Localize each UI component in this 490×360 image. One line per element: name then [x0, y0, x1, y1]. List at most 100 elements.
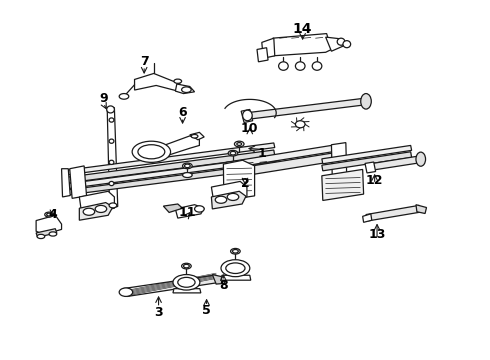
Text: 2: 2	[241, 177, 249, 190]
Polygon shape	[366, 206, 423, 221]
Polygon shape	[257, 48, 268, 62]
Polygon shape	[363, 214, 372, 222]
Text: 8: 8	[219, 279, 228, 292]
Polygon shape	[211, 191, 246, 209]
Polygon shape	[211, 181, 247, 202]
Ellipse shape	[227, 193, 239, 201]
Ellipse shape	[49, 232, 57, 236]
Ellipse shape	[337, 38, 345, 45]
Ellipse shape	[228, 150, 238, 156]
Ellipse shape	[343, 41, 351, 48]
Polygon shape	[68, 162, 277, 195]
Ellipse shape	[109, 118, 114, 122]
Polygon shape	[331, 143, 347, 182]
Ellipse shape	[226, 263, 245, 274]
Ellipse shape	[182, 263, 191, 269]
Polygon shape	[67, 150, 275, 183]
Text: 7: 7	[140, 55, 148, 68]
Polygon shape	[36, 215, 62, 235]
Ellipse shape	[416, 152, 425, 166]
Polygon shape	[175, 205, 204, 218]
Ellipse shape	[230, 152, 236, 155]
Polygon shape	[190, 132, 204, 140]
Polygon shape	[67, 143, 275, 175]
Ellipse shape	[109, 160, 114, 165]
Polygon shape	[223, 160, 255, 201]
Ellipse shape	[174, 79, 182, 83]
Ellipse shape	[47, 213, 51, 216]
Polygon shape	[79, 203, 113, 220]
Polygon shape	[122, 275, 220, 296]
Polygon shape	[70, 166, 87, 198]
Polygon shape	[36, 229, 57, 237]
Polygon shape	[273, 33, 331, 56]
Text: 14: 14	[293, 22, 312, 36]
Polygon shape	[366, 156, 423, 171]
Polygon shape	[79, 191, 114, 214]
Ellipse shape	[185, 164, 190, 168]
Ellipse shape	[279, 62, 288, 70]
Polygon shape	[226, 153, 332, 179]
Text: 12: 12	[366, 174, 383, 186]
Polygon shape	[241, 109, 253, 122]
Polygon shape	[326, 37, 343, 51]
Polygon shape	[62, 169, 70, 197]
Ellipse shape	[182, 87, 191, 93]
Text: 11: 11	[179, 206, 196, 219]
Ellipse shape	[132, 141, 171, 162]
Polygon shape	[175, 84, 195, 94]
Polygon shape	[365, 162, 376, 173]
Ellipse shape	[295, 121, 305, 128]
Polygon shape	[245, 98, 368, 119]
Ellipse shape	[361, 94, 371, 109]
Ellipse shape	[45, 212, 53, 217]
Ellipse shape	[233, 249, 238, 253]
Text: 9: 9	[99, 93, 108, 105]
Ellipse shape	[231, 248, 240, 254]
Ellipse shape	[178, 277, 195, 287]
Polygon shape	[212, 275, 225, 284]
Ellipse shape	[173, 275, 200, 290]
Polygon shape	[322, 152, 412, 171]
Polygon shape	[163, 204, 183, 212]
Ellipse shape	[191, 135, 198, 138]
Text: 6: 6	[178, 107, 187, 120]
Ellipse shape	[109, 203, 117, 208]
Polygon shape	[221, 275, 251, 280]
Ellipse shape	[295, 62, 305, 70]
Text: 4: 4	[49, 208, 57, 221]
Polygon shape	[322, 170, 364, 201]
Ellipse shape	[119, 94, 129, 99]
Polygon shape	[262, 38, 275, 58]
Ellipse shape	[138, 145, 165, 159]
Ellipse shape	[215, 196, 227, 203]
Polygon shape	[322, 145, 412, 164]
Ellipse shape	[107, 106, 114, 113]
Text: 5: 5	[202, 304, 211, 317]
Polygon shape	[107, 108, 118, 208]
Text: 13: 13	[368, 228, 386, 241]
Text: 10: 10	[241, 122, 259, 135]
Ellipse shape	[234, 141, 244, 147]
Polygon shape	[68, 156, 277, 189]
Text: 3: 3	[154, 306, 163, 319]
Ellipse shape	[119, 288, 133, 296]
Ellipse shape	[243, 110, 252, 121]
Ellipse shape	[312, 62, 322, 70]
Ellipse shape	[184, 264, 189, 268]
Ellipse shape	[183, 172, 192, 177]
Ellipse shape	[95, 206, 107, 212]
Ellipse shape	[109, 139, 114, 143]
Text: 1: 1	[257, 147, 266, 160]
Ellipse shape	[37, 234, 45, 239]
Ellipse shape	[109, 181, 114, 186]
Polygon shape	[416, 205, 426, 213]
Polygon shape	[173, 289, 201, 293]
Ellipse shape	[195, 206, 204, 212]
Polygon shape	[135, 73, 180, 91]
Ellipse shape	[83, 208, 95, 215]
Polygon shape	[226, 145, 332, 169]
Polygon shape	[166, 136, 199, 156]
Ellipse shape	[221, 260, 250, 277]
Ellipse shape	[183, 163, 192, 169]
